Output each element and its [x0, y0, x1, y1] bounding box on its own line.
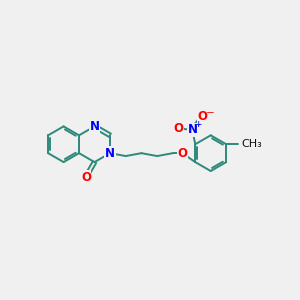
Text: N: N — [188, 123, 197, 136]
Text: N: N — [105, 147, 115, 160]
Text: N: N — [89, 120, 100, 133]
Text: O: O — [177, 147, 187, 160]
Text: CH₃: CH₃ — [241, 139, 262, 149]
Text: +: + — [194, 120, 201, 129]
Text: O: O — [81, 171, 91, 184]
Text: −: − — [206, 108, 215, 118]
Text: O: O — [173, 122, 183, 135]
Text: O: O — [197, 110, 208, 123]
